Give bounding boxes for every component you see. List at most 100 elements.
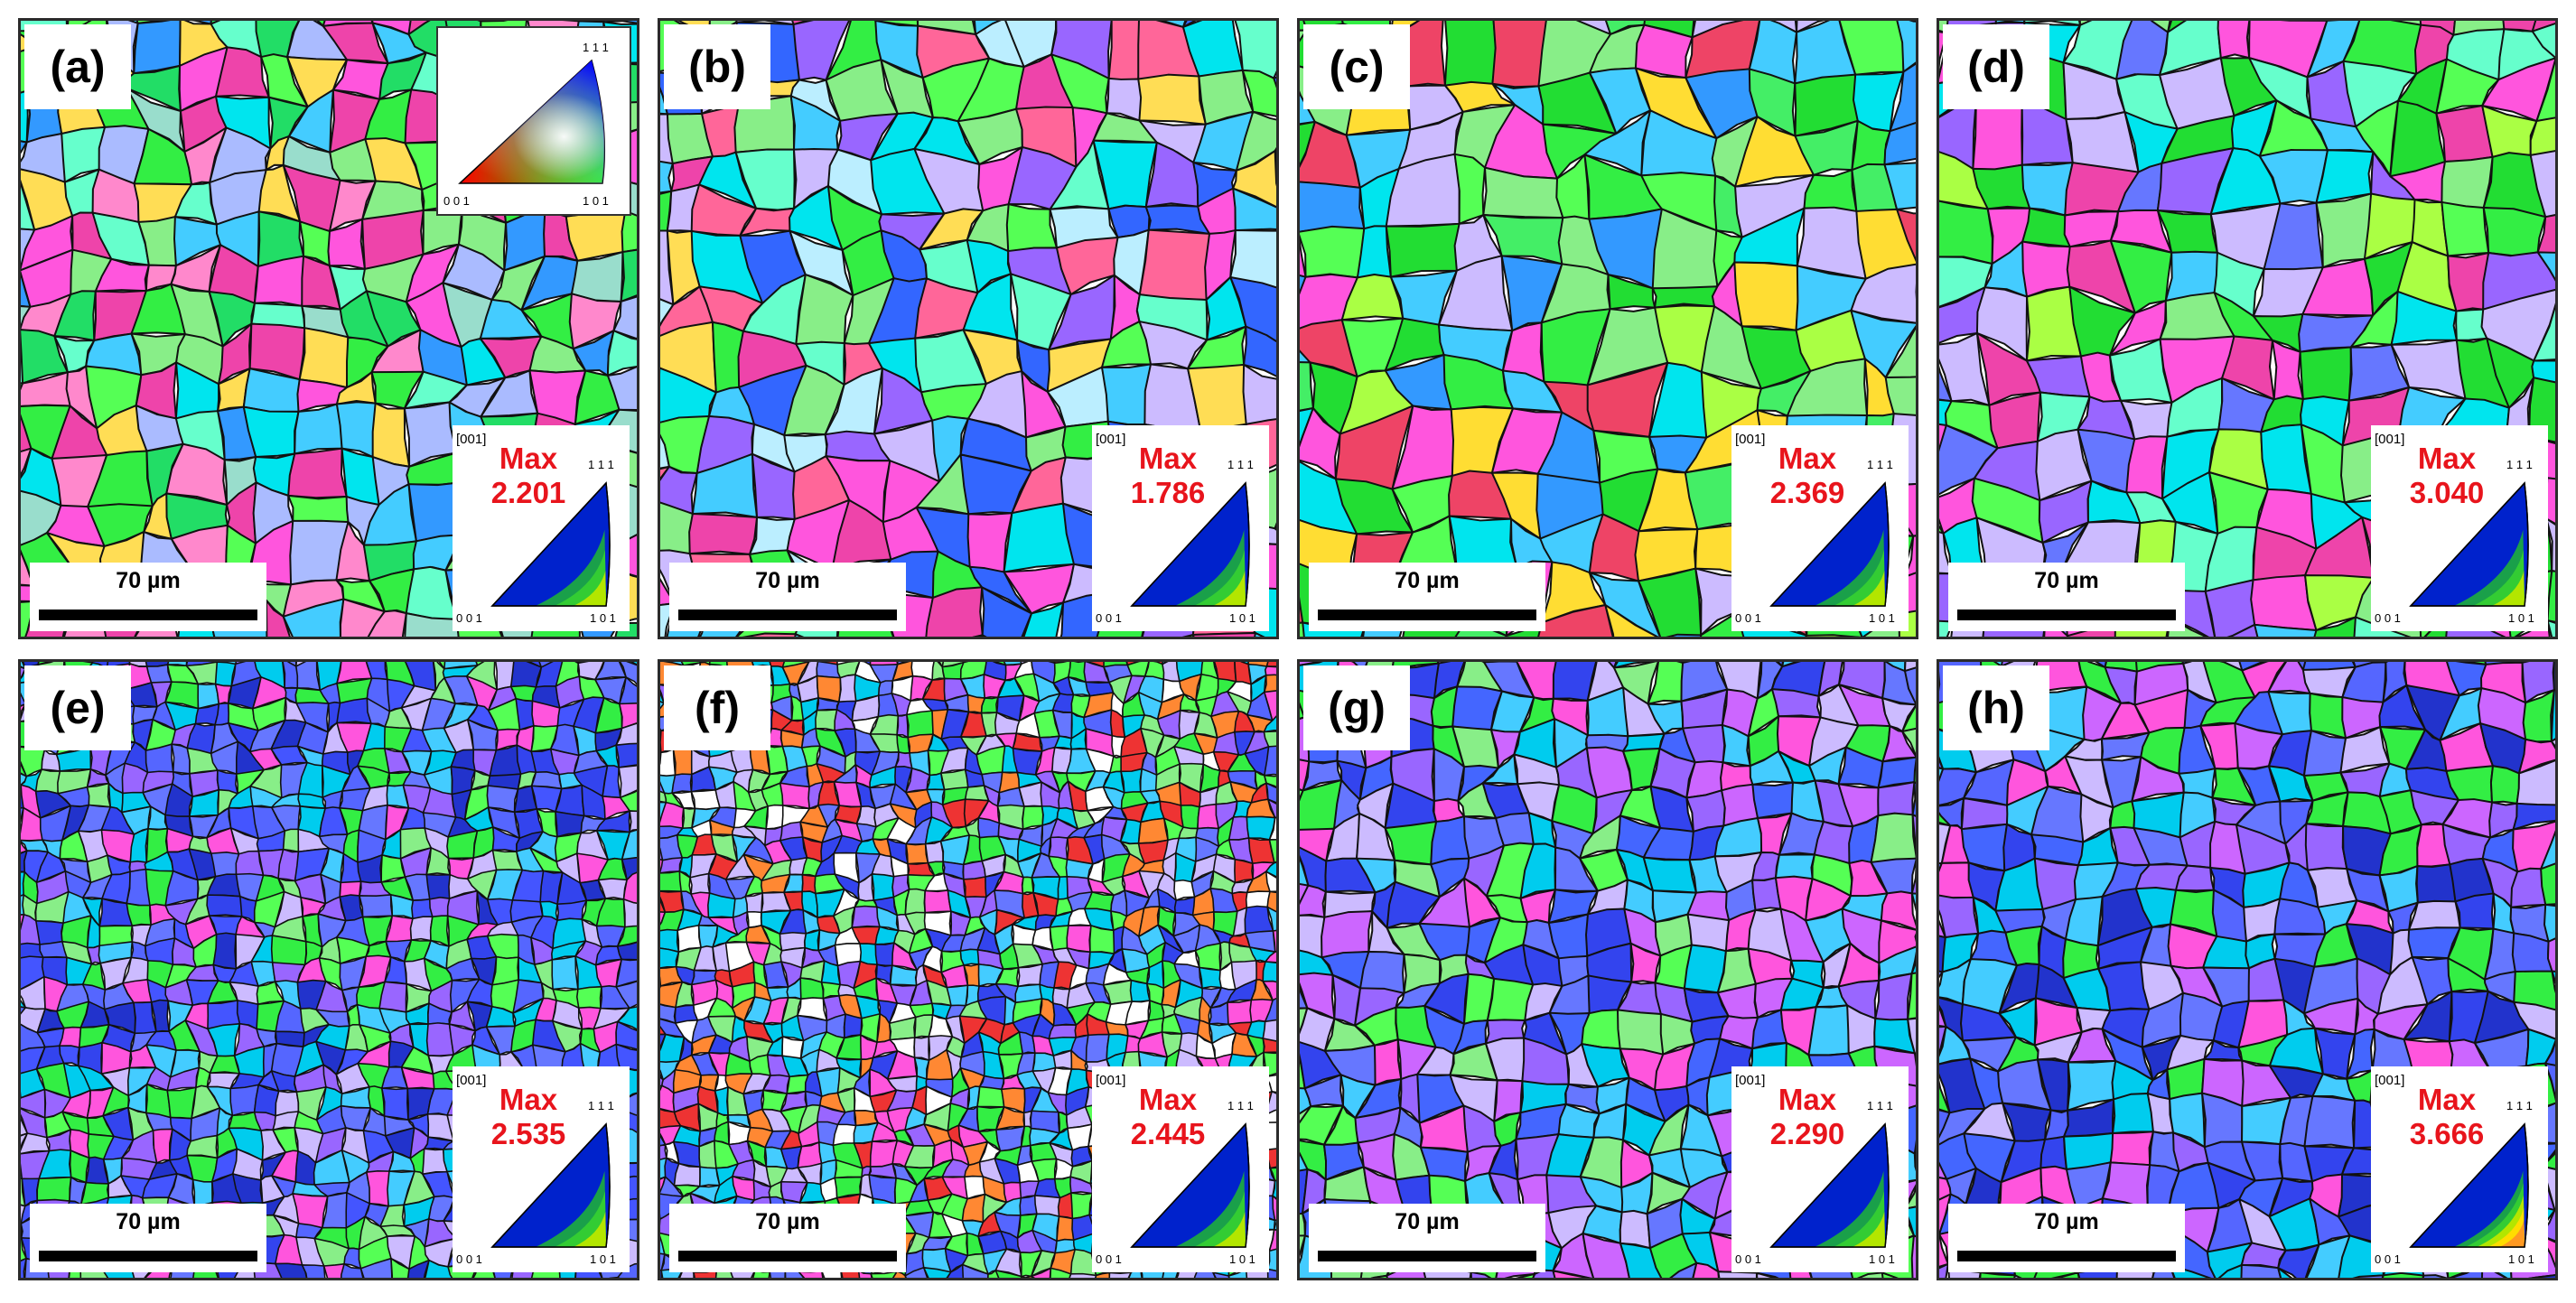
grain: [2543, 903, 2555, 943]
grain: [575, 986, 602, 1010]
grain: [1273, 76, 1276, 88]
grain: [1085, 1033, 1110, 1063]
grain: [1234, 858, 1254, 884]
grain: [1212, 1271, 1230, 1278]
ipf-direction: [001]: [1735, 432, 1765, 447]
inverse-pole-figure: [001] Max 3.040 1 1 1 0 0 1 1 0 1: [2371, 425, 2548, 631]
grain: [857, 1270, 873, 1278]
ipf-contour-level: [1193, 550, 1246, 606]
ipf-corner-001: 0 0 1: [456, 1252, 482, 1266]
grain: [2550, 738, 2555, 749]
grain: [2545, 517, 2555, 573]
grain: [891, 1270, 907, 1278]
panel-label: (a): [24, 24, 131, 109]
grain: [2226, 623, 2263, 637]
grain: [322, 1263, 345, 1278]
grain: [2517, 738, 2555, 775]
grain: [688, 513, 759, 555]
scale-bar: 70 µm: [1309, 563, 1545, 631]
grain: [1552, 1232, 1595, 1278]
scale-bar-line: [1318, 1251, 1536, 1261]
scale-bar-label: 70 µm: [2034, 568, 2099, 593]
grain: [1911, 781, 1916, 817]
grain: [2546, 619, 2555, 637]
grain: [615, 1043, 637, 1071]
inverse-pole-figure: [001] Max 2.369 1 1 1 0 0 1 1 0 1: [1731, 425, 1909, 631]
scale-bar-label: 70 µm: [116, 1209, 181, 1234]
grain: [1470, 1270, 1492, 1278]
grain: [282, 828, 301, 853]
grain: [1878, 919, 1916, 964]
grain: [1266, 906, 1276, 932]
panel-a: (a): [18, 18, 639, 639]
grain: [2489, 765, 2520, 805]
grain: [2512, 802, 2555, 831]
grain: [1443, 21, 1498, 88]
panel-e: (e) 70 µm [001] Max 2.535 1 1 1 0 0 1 1 …: [18, 659, 639, 1280]
grain: [1913, 1152, 1916, 1160]
grain: [896, 713, 909, 739]
grain: [1913, 757, 1916, 785]
inverse-pole-figure: [001] Max 3.666 1 1 1 0 0 1 1 0 1: [2371, 1066, 2548, 1272]
grain: [815, 709, 838, 731]
ipf-outline: [2409, 1122, 2529, 1248]
grain: [959, 948, 981, 966]
grain: [940, 768, 969, 791]
grain: [616, 941, 637, 961]
grain: [1300, 181, 1366, 233]
grain: [1005, 203, 1058, 253]
grain: [744, 892, 763, 915]
grain: [2482, 251, 2555, 311]
panel-b: (b) 70 µm [001] Max 1.786 1 1 1 0 0 1 1 …: [658, 18, 1279, 639]
grain: [2539, 1234, 2555, 1269]
ipf-corner-111: 1 1 1: [588, 458, 614, 471]
grain: [1265, 782, 1276, 804]
inverse-pole-figure: [001] Max 2.535 1 1 1 0 0 1 1 0 1: [453, 1066, 630, 1272]
ipf-outline: [1130, 481, 1250, 607]
grain: [1262, 1019, 1276, 1043]
ipf-max-value: 2.290: [1770, 1117, 1845, 1150]
ipf-color-key: 1 1 1 0 0 1 1 0 1: [436, 26, 631, 216]
grain: [1884, 325, 1916, 379]
ipf-contour-level: [1833, 1191, 1885, 1247]
grain: [1582, 1232, 1630, 1278]
grain: [2441, 200, 2490, 257]
grain: [1642, 856, 1697, 894]
grain: [1581, 1009, 1621, 1050]
ipf-max-value: 2.535: [491, 1117, 566, 1150]
grain: [1373, 1038, 1403, 1086]
grain: [1264, 998, 1276, 1023]
grain: [1243, 325, 1276, 377]
grain: [1274, 150, 1276, 161]
grain: [1101, 363, 1153, 425]
grain: [838, 674, 857, 703]
ipf-direction: [001]: [1735, 1073, 1765, 1088]
panel-label: (h): [1943, 665, 2049, 750]
ipf-contour-level: [2491, 571, 2525, 606]
grain: [336, 697, 372, 724]
grain: [1120, 768, 1143, 794]
grain: [781, 1036, 805, 1059]
grain: [133, 21, 182, 75]
grain: [1229, 276, 1276, 343]
grain: [282, 598, 345, 637]
ipf-contour-level: [1212, 1212, 1246, 1247]
ipf-max-label: Max: [2418, 1083, 2477, 1116]
grain: [904, 1267, 929, 1278]
grain: [1881, 662, 1916, 706]
grain: [1913, 1052, 1916, 1061]
grain: [2550, 689, 2555, 742]
grain: [2551, 970, 2555, 985]
grain: [1264, 674, 1276, 693]
grain: [86, 782, 112, 808]
grain: [2529, 150, 2555, 219]
panel-h: (h) 70 µm [001] Max 3.666 1 1 1 0 0 1 1 …: [1937, 659, 2558, 1280]
grain: [871, 873, 895, 901]
grain: [1245, 890, 1271, 909]
grain: [1186, 634, 1195, 637]
grain: [2302, 730, 2347, 777]
ipf-density-contours: [1130, 1122, 1250, 1248]
ipf-density-contours: [1769, 481, 1890, 607]
panel-label: (d): [1943, 24, 2049, 109]
